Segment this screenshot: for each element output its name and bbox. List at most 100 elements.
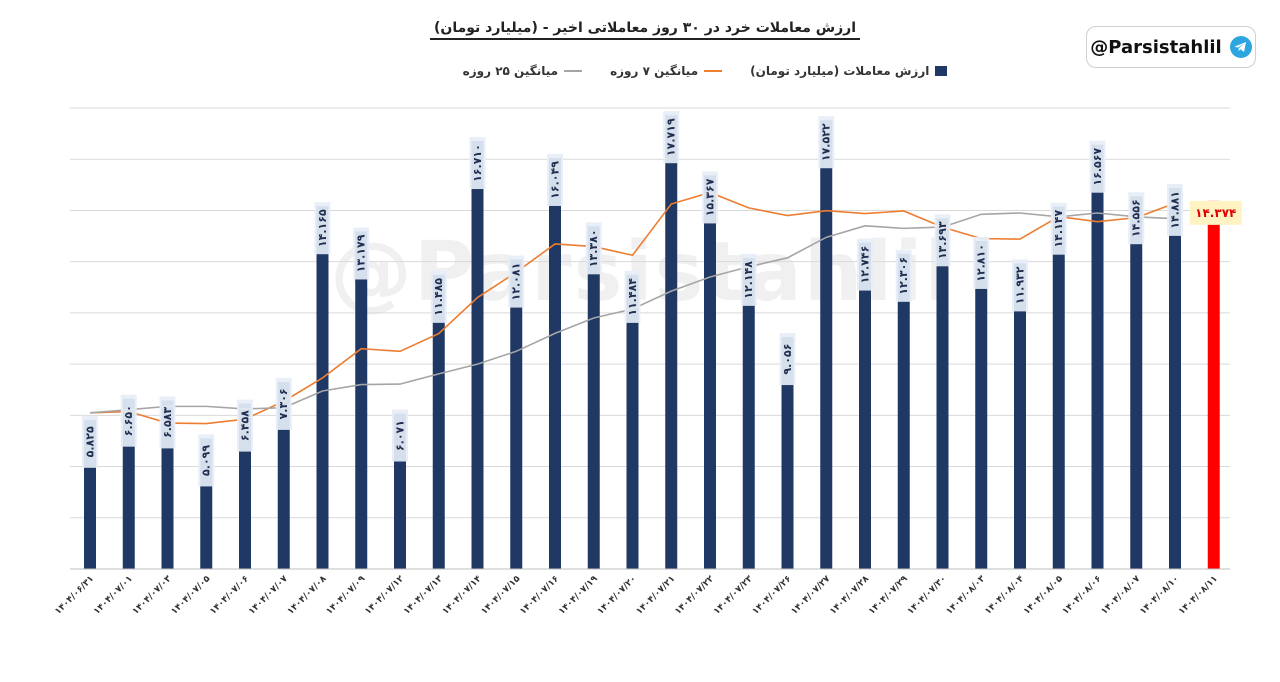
- x-tick-label: ۱۴۰۴/۰۸/۰۷: [1100, 574, 1143, 617]
- bar: [1207, 200, 1220, 569]
- telegram-icon: [1229, 36, 1252, 58]
- bar: [471, 141, 484, 569]
- data-label-bg: [1050, 202, 1067, 255]
- data-label-bg: [818, 116, 835, 169]
- data-label: ۱۳.۱۷۹: [355, 234, 368, 272]
- data-label: ۱۵.۳۶۷: [704, 178, 717, 216]
- bar: [510, 259, 523, 569]
- bar: [1169, 187, 1181, 570]
- x-tick-label: ۱۴۰۴/۰۷/۲۸: [828, 574, 871, 617]
- legend-label-ma7: میانگین ۷ روزه: [610, 64, 699, 78]
- legend-label-bars: ارزش معاملات (میلیارد تومان): [750, 64, 930, 78]
- data-label: ۱۲.۰۸۱: [510, 263, 523, 301]
- data-label-bg: [585, 222, 602, 275]
- data-label: ۷.۳۰۶: [277, 388, 290, 419]
- data-label: ۱۲.۱۴۸: [742, 261, 755, 299]
- data-label: ۱۲.۳۰۶: [897, 257, 910, 295]
- bar: [1130, 196, 1143, 570]
- x-tick-label: ۱۴۰۴/۰۸/۱۰: [1138, 574, 1181, 617]
- bar: [1091, 144, 1104, 569]
- data-label-bg: [1167, 183, 1183, 236]
- data-label: ۱۲.۸۱۰: [975, 244, 988, 282]
- series-line-ma7: [89, 191, 1176, 425]
- data-label: ۱۶.۵۶۷: [1091, 148, 1104, 186]
- bar: [626, 274, 639, 569]
- chart-title: ارزش معاملات خرد در ۳۰ روز معاملاتی اخیر…: [0, 20, 1280, 40]
- x-tick-label: ۱۴۰۴/۰۷/۱۴: [441, 574, 484, 617]
- data-label-bg-highlight: [1189, 200, 1242, 225]
- data-label-bg: [82, 415, 98, 468]
- data-label-bg: [159, 396, 176, 449]
- data-label-highlight: ۱۴.۳۷۴: [1195, 206, 1236, 220]
- bar: [936, 218, 949, 569]
- data-label: ۹.۰۵۶: [781, 344, 794, 375]
- bar: [975, 240, 988, 569]
- data-label-bg: [934, 214, 951, 267]
- data-label: ۱۳.۶۹۳: [936, 221, 949, 259]
- data-label-bg: [1012, 259, 1028, 312]
- data-label: ۶.۶۵۰: [122, 405, 135, 436]
- x-tick-label: ۱۴۰۴/۰۷/۱۹: [557, 574, 600, 617]
- brand-handle: @Parsistahlil: [1090, 36, 1222, 58]
- legend-swatch-bars: [935, 66, 948, 76]
- data-label-bg: [1089, 140, 1106, 193]
- bar: [704, 175, 716, 569]
- data-label-bg: [469, 137, 486, 190]
- data-label-bg: [702, 171, 718, 224]
- x-tick-label: ۱۴۰۴/۰۷/۰۶: [208, 574, 251, 617]
- data-label: ۱۱.۴۸۴: [626, 278, 639, 316]
- data-label: ۱۷.۵۲۲: [820, 123, 833, 161]
- x-tick-label: ۱۴۰۴/۰۸/۰۵: [1022, 574, 1065, 617]
- bar: [432, 274, 445, 569]
- data-label: ۱۱.۴۸۵: [432, 278, 445, 316]
- data-label: ۶.۰۷۱: [394, 420, 407, 451]
- x-tick-label: ۱۴۰۴/۰۷/۱۶: [518, 574, 561, 617]
- data-label-bg: [508, 255, 525, 308]
- data-label-bg: [895, 249, 912, 302]
- data-label-bg: [857, 238, 873, 291]
- legend-item-ma7: میانگین ۷ روزه: [610, 64, 723, 78]
- x-tick-label: ۱۴۰۴/۰۷/۱۵: [480, 574, 523, 617]
- data-label-bg: [275, 377, 292, 430]
- bar: [587, 226, 600, 569]
- data-label: ۱۴.۸۸۱: [1169, 191, 1182, 229]
- data-label-bg: [779, 333, 796, 386]
- data-label-bg: [624, 270, 641, 323]
- chart-legend: ارزش معاملات (میلیارد تومان) میانگین ۷ ر…: [0, 64, 1280, 78]
- legend-label-ma25: میانگین ۲۵ روزه: [462, 64, 559, 78]
- bar: [1052, 206, 1065, 569]
- legend-swatch-ma25: [564, 70, 583, 72]
- x-tick-label: ۱۴۰۴/۰۷/۱۲: [363, 574, 406, 617]
- data-label: ۱۶.۷۱۰: [471, 144, 484, 182]
- x-tick-label: ۱۴۰۴/۰۷/۰۵: [170, 574, 213, 617]
- bar: [742, 257, 755, 569]
- data-label: ۵.۸۲۵: [84, 426, 97, 457]
- x-tick-label: ۱۴۰۴/۰۷/۱۳: [402, 574, 445, 617]
- x-tick-label: ۱۴۰۴/۰۸/۰۳: [945, 574, 988, 617]
- data-label-bg: [430, 270, 447, 323]
- data-label: ۱۳.۳۸۰: [587, 229, 600, 267]
- x-tick-label: ۱۴۰۴/۰۷/۲۷: [790, 574, 833, 617]
- data-label-bg: [973, 236, 990, 289]
- x-tick-label: ۱۴۰۴/۰۷/۲۰: [596, 574, 639, 617]
- legend-item-bars: ارزش معاملات (میلیارد تومان): [750, 64, 948, 78]
- x-tick-label: ۱۴۰۴/۰۶/۳۱: [53, 574, 96, 617]
- data-label: ۱۴.۱۴۷: [1052, 210, 1065, 248]
- bar: [781, 337, 794, 569]
- x-tick-label: ۱۴۰۴/۰۸/۰۶: [1061, 574, 1104, 617]
- x-tick-label: ۱۴۰۴/۰۸/۰۴: [983, 574, 1026, 617]
- brand-badge[interactable]: @Parsistahlil: [1086, 26, 1256, 68]
- x-tick-label: ۱۴۰۴/۰۷/۲۳: [712, 574, 755, 617]
- chart-title-text: ارزش معاملات خرد در ۳۰ روز معاملاتی اخیر…: [429, 20, 860, 40]
- bar: [549, 157, 561, 569]
- legend-swatch-ma7: [704, 70, 723, 72]
- data-label: ۱۷.۷۱۹: [665, 118, 678, 156]
- data-label-bg: [547, 153, 563, 206]
- x-tick-label: ۱۴۰۴/۰۷/۰۷: [247, 574, 290, 617]
- data-label-bg: [740, 253, 757, 306]
- bar: [859, 242, 871, 569]
- legend-item-ma25: میانگین ۲۵ روزه: [462, 64, 583, 78]
- bar: [355, 231, 368, 569]
